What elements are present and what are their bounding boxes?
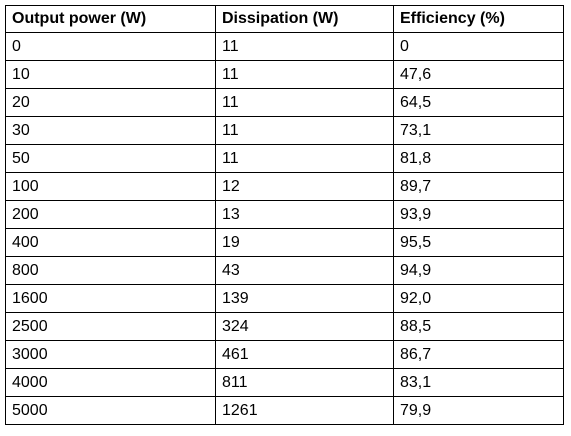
table-row: 0 11 0 (5, 32, 564, 61)
cell-dissipation: 324 (215, 312, 394, 341)
cell-output-power: 20 (5, 88, 216, 117)
table-row: 200 13 93,9 (5, 200, 564, 229)
cell-output-power: 2500 (5, 312, 216, 341)
power-efficiency-table: Output power (W) Dissipation (W) Efficie… (5, 5, 564, 425)
cell-output-power: 100 (5, 172, 216, 201)
cell-dissipation: 1261 (215, 396, 394, 425)
cell-efficiency: 81,8 (393, 144, 564, 173)
table-row: 800 43 94,9 (5, 256, 564, 285)
table-body: 0 11 0 10 11 47,6 20 11 64,5 30 11 73,1 … (5, 32, 564, 425)
table-row: 5000 1261 79,9 (5, 396, 564, 425)
table-row: 1600 139 92,0 (5, 284, 564, 313)
cell-dissipation: 811 (215, 368, 394, 397)
cell-dissipation: 11 (215, 60, 394, 89)
cell-dissipation: 12 (215, 172, 394, 201)
cell-efficiency: 93,9 (393, 200, 564, 229)
cell-dissipation: 461 (215, 340, 394, 369)
cell-output-power: 400 (5, 228, 216, 257)
table-row: 2500 324 88,5 (5, 312, 564, 341)
cell-output-power: 5000 (5, 396, 216, 425)
column-header-efficiency: Efficiency (%) (393, 5, 564, 33)
cell-efficiency: 0 (393, 32, 564, 61)
cell-efficiency: 92,0 (393, 284, 564, 313)
cell-output-power: 1600 (5, 284, 216, 313)
cell-efficiency: 73,1 (393, 116, 564, 145)
cell-efficiency: 79,9 (393, 396, 564, 425)
data-table-container: Output power (W) Dissipation (W) Efficie… (5, 5, 564, 425)
cell-dissipation: 139 (215, 284, 394, 313)
cell-efficiency: 86,7 (393, 340, 564, 369)
cell-efficiency: 95,5 (393, 228, 564, 257)
header-row: Output power (W) Dissipation (W) Efficie… (5, 5, 564, 33)
table-row: 10 11 47,6 (5, 60, 564, 89)
cell-output-power: 30 (5, 116, 216, 145)
cell-efficiency: 47,6 (393, 60, 564, 89)
cell-dissipation: 19 (215, 228, 394, 257)
column-header-output-power: Output power (W) (5, 5, 216, 33)
table-row: 3000 461 86,7 (5, 340, 564, 369)
cell-output-power: 3000 (5, 340, 216, 369)
cell-dissipation: 11 (215, 88, 394, 117)
cell-dissipation: 11 (215, 116, 394, 145)
table-header: Output power (W) Dissipation (W) Efficie… (5, 5, 564, 33)
cell-efficiency: 89,7 (393, 172, 564, 201)
table-row: 4000 811 83,1 (5, 368, 564, 397)
cell-output-power: 10 (5, 60, 216, 89)
cell-output-power: 0 (5, 32, 216, 61)
cell-efficiency: 83,1 (393, 368, 564, 397)
cell-efficiency: 88,5 (393, 312, 564, 341)
cell-output-power: 800 (5, 256, 216, 285)
cell-dissipation: 13 (215, 200, 394, 229)
table-row: 20 11 64,5 (5, 88, 564, 117)
table-row: 100 12 89,7 (5, 172, 564, 201)
cell-dissipation: 43 (215, 256, 394, 285)
cell-output-power: 200 (5, 200, 216, 229)
cell-dissipation: 11 (215, 32, 394, 61)
cell-efficiency: 64,5 (393, 88, 564, 117)
cell-output-power: 50 (5, 144, 216, 173)
table-row: 50 11 81,8 (5, 144, 564, 173)
cell-output-power: 4000 (5, 368, 216, 397)
cell-efficiency: 94,9 (393, 256, 564, 285)
column-header-dissipation: Dissipation (W) (215, 5, 394, 33)
cell-dissipation: 11 (215, 144, 394, 173)
table-row: 400 19 95,5 (5, 228, 564, 257)
table-row: 30 11 73,1 (5, 116, 564, 145)
